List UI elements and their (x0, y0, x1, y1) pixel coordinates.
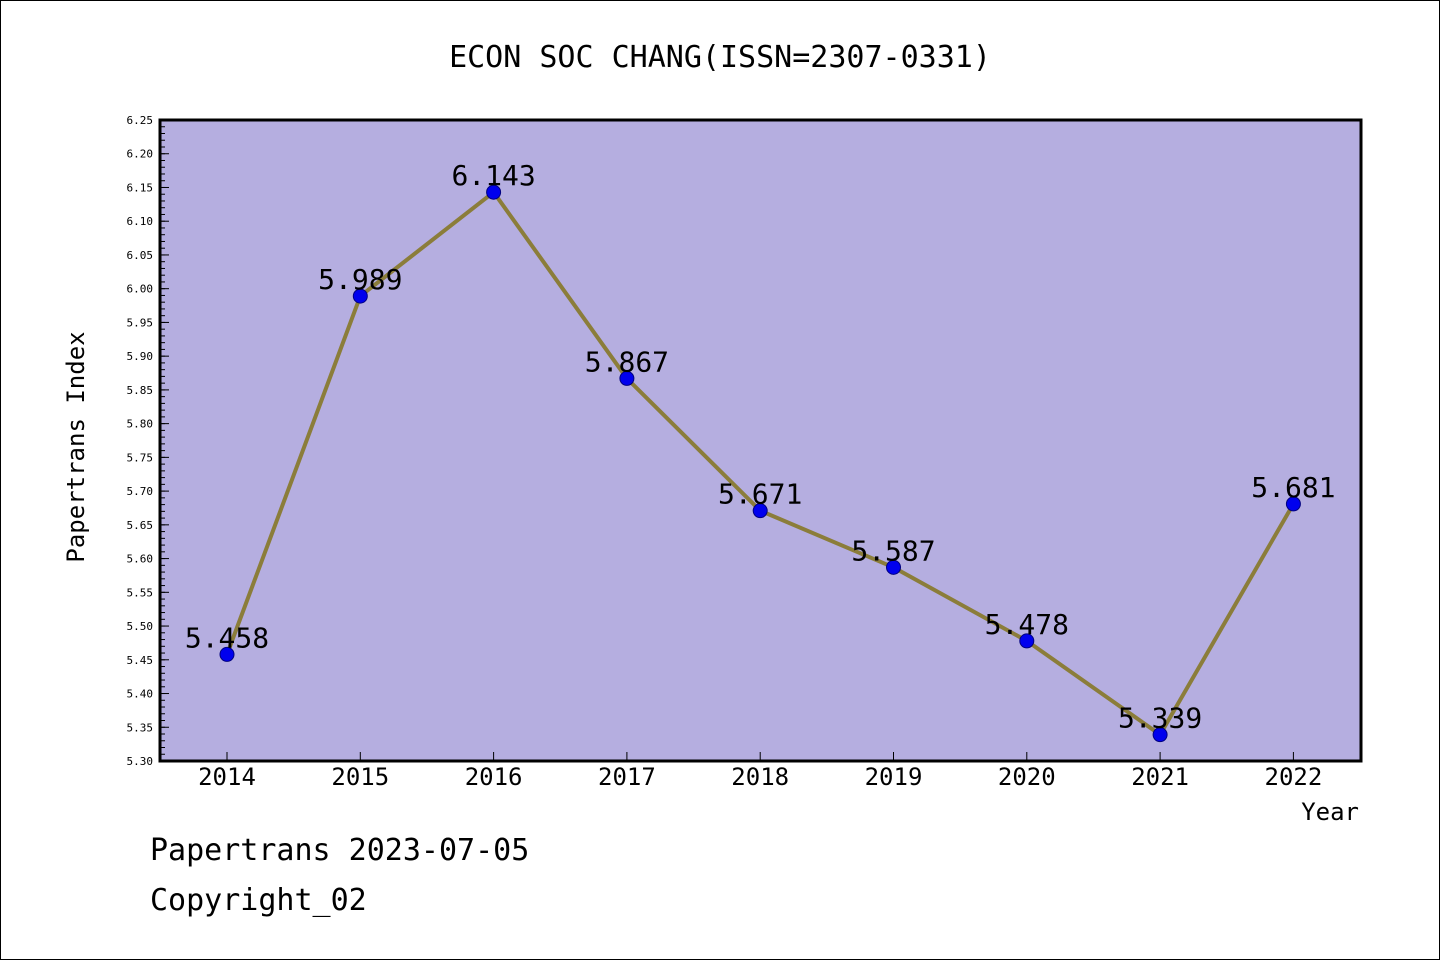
data-point (1152, 727, 1168, 743)
data-point (352, 288, 368, 304)
y-tick-label: 6.20 (127, 148, 154, 161)
plot-border (158, 118, 1363, 763)
data-label: 5.671 (718, 478, 802, 511)
data-label: 5.458 (185, 621, 269, 654)
x-tick-label: 2018 (731, 763, 789, 791)
data-label: 5.989 (318, 263, 402, 296)
footer-copyright: Copyright_02 (150, 883, 367, 918)
data-point (1285, 496, 1301, 512)
y-tick-label: 5.75 (127, 451, 154, 464)
y-tick-label: 6.25 (127, 114, 154, 127)
x-tick-label: 2014 (198, 763, 256, 791)
data-label: 5.587 (851, 534, 935, 567)
x-tick-label: 2020 (998, 763, 1056, 791)
data-point (619, 370, 635, 386)
y-tick-label: 5.30 (127, 755, 154, 768)
y-tick-label: 5.85 (127, 384, 154, 397)
data-point (486, 184, 502, 200)
y-tick-label: 5.65 (127, 519, 154, 532)
y-tick-label: 6.10 (127, 215, 154, 228)
x-axis-label: Year (1301, 798, 1359, 826)
data-label: 6.143 (451, 159, 535, 192)
y-tick-label: 5.80 (127, 418, 154, 431)
x-tick-label: 2017 (598, 763, 656, 791)
x-tick-label: 2021 (1131, 763, 1189, 791)
y-tick-label: 6.15 (127, 181, 154, 194)
y-tick-label: 5.45 (127, 654, 154, 667)
data-point (1019, 633, 1035, 649)
data-label: 5.681 (1251, 471, 1335, 504)
data-label: 5.867 (585, 345, 669, 378)
y-tick-label: 5.90 (127, 350, 154, 363)
y-tick-label: 5.50 (127, 620, 154, 633)
chart-title: ECON SOC CHANG(ISSN=2307-0331) (449, 40, 991, 75)
plot-area (160, 120, 1361, 761)
y-tick-label: 5.95 (127, 316, 154, 329)
y-tick-label: 5.60 (127, 553, 154, 566)
data-point (886, 559, 901, 575)
footer-date: Papertrans 2023-07-05 (150, 833, 530, 868)
data-point (219, 646, 235, 662)
data-point (752, 503, 768, 519)
y-axis-label: Papertrans Index (62, 331, 90, 562)
x-tick-label: 2015 (331, 763, 389, 791)
x-tick-label: 2019 (865, 763, 923, 791)
data-label: 5.478 (985, 608, 1069, 641)
y-tick-label: 5.40 (127, 688, 154, 701)
y-tick-label: 6.00 (127, 283, 154, 296)
y-tick-label: 5.35 (127, 721, 154, 734)
y-tick-label: 5.70 (127, 485, 154, 498)
data-label: 5.339 (1118, 702, 1202, 735)
x-tick-label: 2022 (1265, 763, 1323, 791)
y-tick-label: 5.55 (127, 586, 154, 599)
y-tick-label: 6.05 (127, 249, 154, 262)
x-tick-label: 2016 (465, 763, 523, 791)
